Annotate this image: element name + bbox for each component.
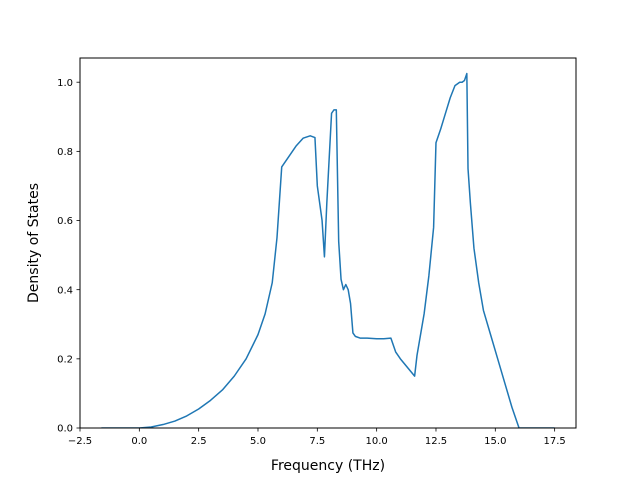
y-tick-label: 1.0 — [57, 78, 73, 89]
plot-area — [79, 57, 577, 429]
x-tick-label: 7.5 — [309, 436, 325, 447]
plot-frame — [79, 57, 577, 429]
x-tick-label: 15.0 — [484, 436, 506, 447]
dos-series-line-0 — [101, 72, 555, 428]
x-tick-label: 17.5 — [544, 436, 566, 447]
x-tick-label: 2.5 — [191, 436, 207, 447]
x-tick-label: 5.0 — [250, 436, 266, 447]
x-tick-label: 12.5 — [425, 436, 447, 447]
x-axis-label: Frequency (THz) — [271, 458, 385, 474]
x-tick-label: 10.0 — [366, 436, 388, 447]
y-axis: 0.0 0.2 0.4 0.6 0.8 1.0 — [57, 78, 80, 435]
x-tick-label: 0.0 — [131, 436, 147, 447]
y-axis-label: Density of States — [26, 183, 42, 303]
y-tick-label: 0.0 — [57, 424, 73, 435]
x-tick-label: −2.5 — [68, 436, 92, 447]
y-tick-label: 0.6 — [57, 216, 73, 227]
y-tick-label: 0.2 — [57, 354, 73, 365]
x-axis: −2.5 0.0 2.5 5.0 7.5 10.0 12.5 15.0 17.5 — [68, 428, 566, 447]
y-tick-label: 0.8 — [57, 147, 73, 158]
y-tick-label: 0.4 — [57, 285, 73, 296]
